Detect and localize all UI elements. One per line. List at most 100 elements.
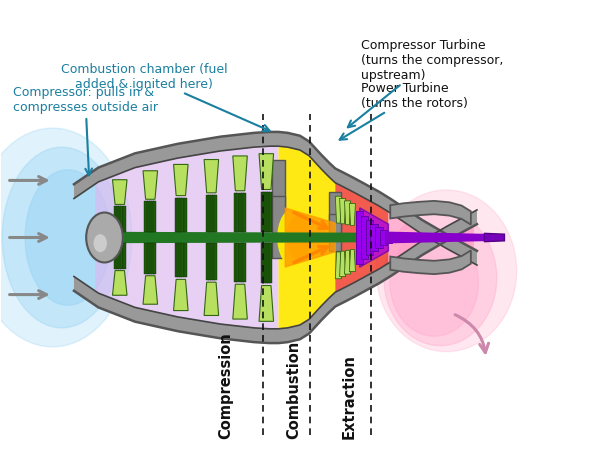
Polygon shape bbox=[184, 244, 187, 278]
Polygon shape bbox=[263, 193, 266, 232]
Polygon shape bbox=[210, 196, 213, 232]
Polygon shape bbox=[285, 243, 335, 268]
Polygon shape bbox=[177, 198, 180, 232]
Polygon shape bbox=[233, 285, 247, 319]
Polygon shape bbox=[239, 194, 242, 232]
Ellipse shape bbox=[0, 129, 132, 347]
Polygon shape bbox=[122, 207, 125, 232]
Ellipse shape bbox=[278, 209, 310, 267]
Polygon shape bbox=[345, 251, 351, 275]
Polygon shape bbox=[116, 244, 119, 269]
Polygon shape bbox=[380, 230, 387, 246]
FancyBboxPatch shape bbox=[329, 192, 341, 229]
FancyBboxPatch shape bbox=[329, 214, 341, 251]
FancyBboxPatch shape bbox=[272, 197, 285, 258]
Polygon shape bbox=[335, 183, 389, 293]
Polygon shape bbox=[261, 193, 264, 232]
Text: Compressor Turbine
(turns the compressor,
upstream): Compressor Turbine (turns the compressor… bbox=[348, 39, 503, 128]
Ellipse shape bbox=[2, 148, 121, 328]
Polygon shape bbox=[241, 194, 244, 232]
Polygon shape bbox=[149, 244, 152, 274]
Polygon shape bbox=[181, 198, 184, 232]
Text: Compression: Compression bbox=[218, 332, 233, 438]
Polygon shape bbox=[175, 244, 178, 278]
Polygon shape bbox=[74, 210, 477, 343]
Polygon shape bbox=[108, 232, 389, 244]
Polygon shape bbox=[207, 244, 211, 280]
Polygon shape bbox=[236, 244, 239, 282]
Polygon shape bbox=[204, 283, 218, 316]
Polygon shape bbox=[335, 252, 341, 279]
Polygon shape bbox=[340, 252, 346, 277]
Polygon shape bbox=[121, 244, 124, 269]
Polygon shape bbox=[74, 133, 477, 266]
Polygon shape bbox=[177, 244, 180, 278]
Polygon shape bbox=[113, 180, 127, 205]
Polygon shape bbox=[259, 154, 274, 190]
Polygon shape bbox=[386, 232, 489, 244]
Polygon shape bbox=[118, 207, 121, 232]
Polygon shape bbox=[356, 212, 364, 264]
Polygon shape bbox=[243, 194, 246, 232]
Text: Combustion: Combustion bbox=[286, 340, 301, 438]
Ellipse shape bbox=[86, 213, 123, 263]
Polygon shape bbox=[265, 244, 268, 283]
Polygon shape bbox=[233, 157, 247, 191]
Polygon shape bbox=[241, 244, 244, 282]
Polygon shape bbox=[269, 193, 272, 232]
Polygon shape bbox=[153, 202, 156, 232]
Polygon shape bbox=[206, 244, 209, 280]
FancyBboxPatch shape bbox=[272, 160, 285, 222]
Text: Extraction: Extraction bbox=[341, 354, 356, 438]
Polygon shape bbox=[484, 234, 504, 242]
Polygon shape bbox=[143, 171, 157, 200]
Polygon shape bbox=[261, 244, 264, 283]
Polygon shape bbox=[349, 204, 356, 226]
Polygon shape bbox=[236, 194, 239, 232]
Polygon shape bbox=[114, 244, 117, 269]
Ellipse shape bbox=[390, 230, 479, 337]
Ellipse shape bbox=[287, 217, 310, 259]
Polygon shape bbox=[239, 244, 242, 282]
Polygon shape bbox=[184, 198, 187, 232]
Polygon shape bbox=[267, 244, 270, 283]
Polygon shape bbox=[121, 207, 124, 232]
Polygon shape bbox=[243, 244, 246, 282]
Polygon shape bbox=[181, 244, 184, 278]
Polygon shape bbox=[390, 251, 471, 275]
Polygon shape bbox=[144, 244, 147, 274]
Polygon shape bbox=[207, 196, 211, 232]
Polygon shape bbox=[335, 197, 341, 224]
Ellipse shape bbox=[376, 190, 517, 352]
Polygon shape bbox=[278, 147, 335, 329]
Polygon shape bbox=[385, 233, 392, 243]
Polygon shape bbox=[206, 196, 209, 232]
Polygon shape bbox=[144, 202, 147, 232]
Polygon shape bbox=[174, 280, 188, 311]
Polygon shape bbox=[361, 217, 368, 259]
Text: Combustion chamber (fuel
added & ignited here): Combustion chamber (fuel added & ignited… bbox=[61, 62, 269, 132]
Polygon shape bbox=[285, 208, 335, 233]
Polygon shape bbox=[210, 244, 213, 280]
Polygon shape bbox=[365, 220, 373, 256]
Polygon shape bbox=[149, 202, 152, 232]
Polygon shape bbox=[360, 208, 389, 268]
Polygon shape bbox=[234, 194, 237, 232]
Polygon shape bbox=[179, 244, 182, 278]
Polygon shape bbox=[390, 201, 471, 225]
Polygon shape bbox=[212, 196, 215, 232]
Polygon shape bbox=[114, 207, 117, 232]
Polygon shape bbox=[151, 244, 154, 274]
Text: Power Turbine
(turns the rotors): Power Turbine (turns the rotors) bbox=[340, 81, 468, 140]
Ellipse shape bbox=[25, 170, 111, 306]
Polygon shape bbox=[340, 199, 346, 224]
Polygon shape bbox=[153, 244, 156, 274]
Polygon shape bbox=[375, 228, 382, 248]
Polygon shape bbox=[265, 193, 268, 232]
Polygon shape bbox=[269, 244, 272, 283]
Polygon shape bbox=[214, 244, 217, 280]
Text: Compressor: pulls in &
compresses outside air: Compressor: pulls in & compresses outsid… bbox=[13, 86, 158, 176]
Polygon shape bbox=[345, 201, 351, 225]
Polygon shape bbox=[389, 212, 474, 264]
Polygon shape bbox=[214, 196, 217, 232]
